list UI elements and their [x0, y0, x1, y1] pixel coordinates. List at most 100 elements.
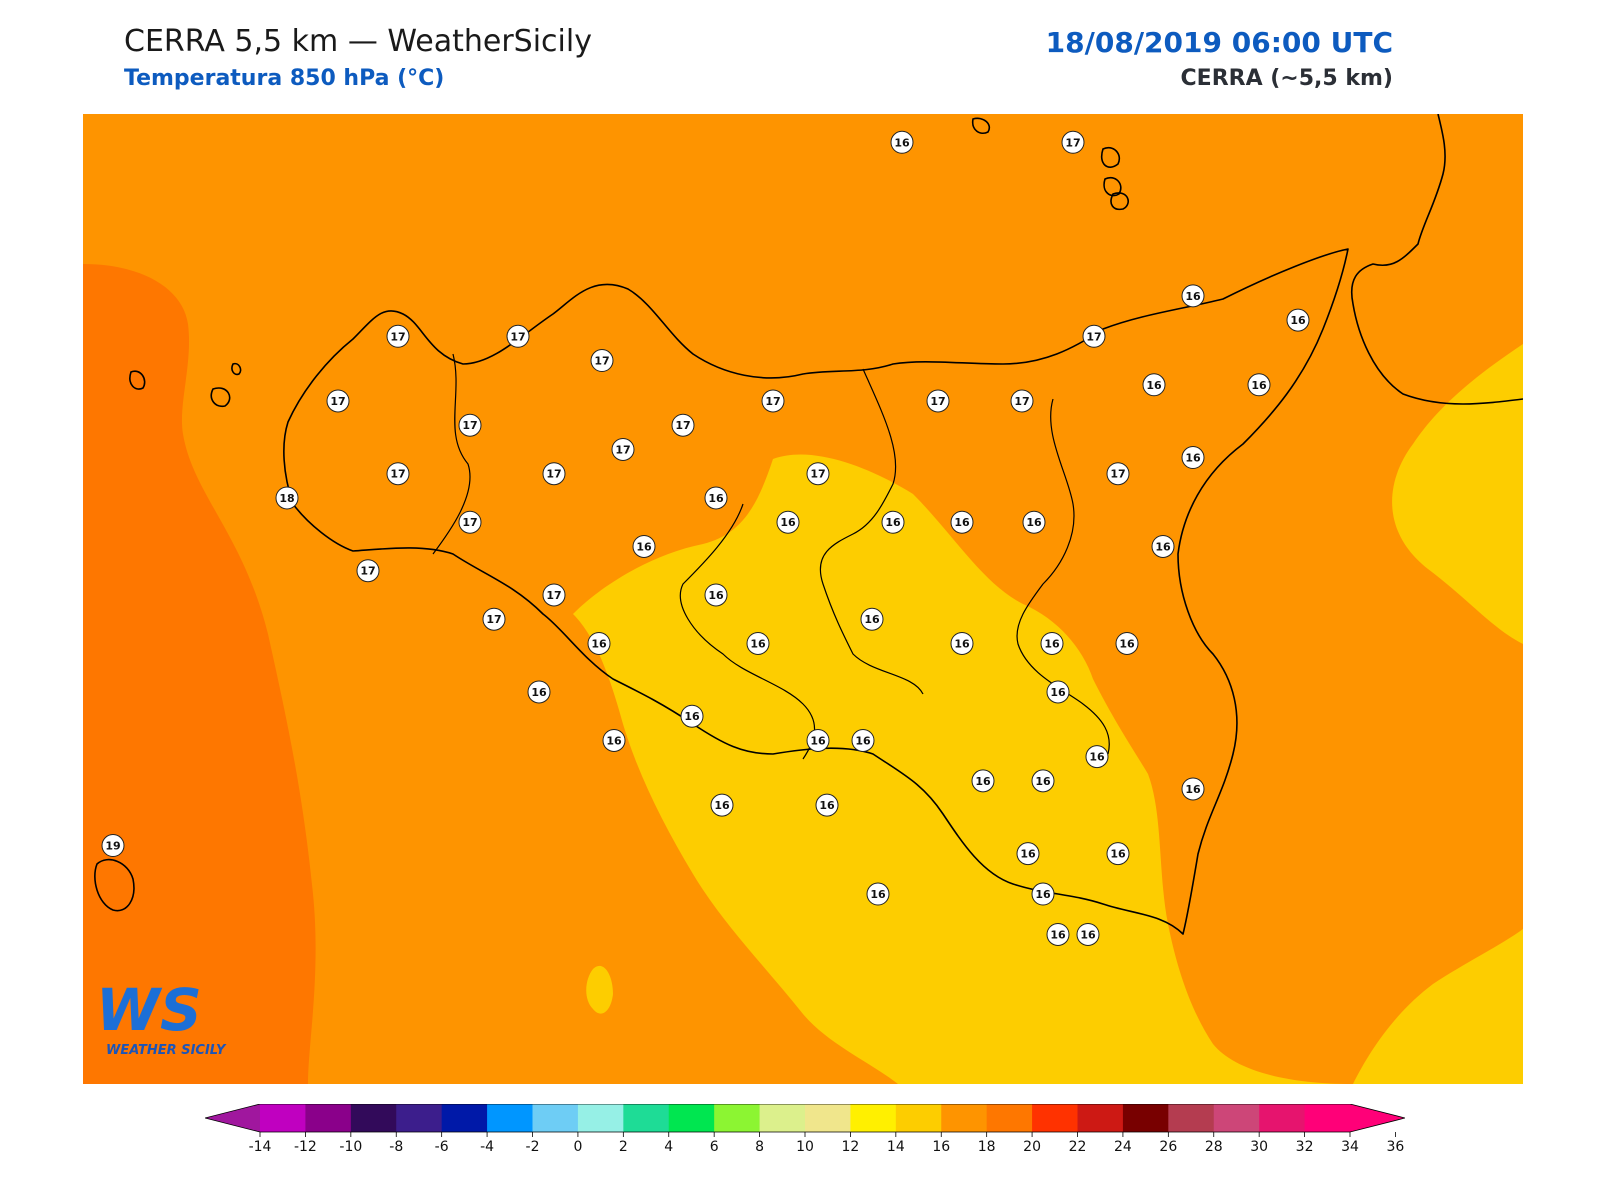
- station-marker: 16: [881, 510, 905, 534]
- station-circle: [275, 486, 299, 510]
- station-marker: 16: [680, 704, 704, 728]
- station-circle: [1010, 389, 1034, 413]
- station-value: 16: [1146, 379, 1162, 392]
- station-marker: 16: [1151, 534, 1175, 558]
- colorbar-swatch: [986, 1104, 1033, 1132]
- station-circle: [806, 462, 830, 486]
- station-value: 17: [1014, 395, 1029, 408]
- station-value: 17: [615, 443, 630, 456]
- station-marker: 17: [458, 510, 482, 534]
- station-circle: [680, 704, 704, 728]
- station-circle: [356, 559, 380, 583]
- station-circle: [971, 769, 995, 793]
- colorbar-swatch: [941, 1104, 988, 1132]
- station-value: 16: [591, 637, 607, 650]
- logo-mark: WS: [96, 980, 202, 1044]
- colorbar-swatch: [1259, 1104, 1306, 1132]
- station-marker: 17: [611, 437, 635, 461]
- colorbar-swatch: [1032, 1104, 1078, 1132]
- station-value: 16: [870, 888, 886, 901]
- colorbar-label: -12: [294, 1139, 317, 1155]
- station-circle: [1046, 922, 1070, 946]
- station-marker: 16: [704, 583, 728, 607]
- station-circle: [1181, 284, 1205, 308]
- station-marker: 17: [458, 413, 482, 437]
- colorbar-swatch: [487, 1104, 533, 1132]
- station-marker: 17: [542, 462, 566, 486]
- station-marker: 17: [1082, 324, 1106, 348]
- colorbar-label: 16: [932, 1139, 950, 1155]
- station-marker: 17: [806, 462, 830, 486]
- station-circle: [587, 631, 611, 655]
- station-circle: [1286, 308, 1310, 332]
- station-circle: [881, 510, 905, 534]
- colorbar-swatch: [350, 1104, 397, 1132]
- station-value: 16: [1185, 783, 1201, 796]
- station-value: 16: [750, 637, 766, 650]
- pantelleria-island: [94, 858, 135, 912]
- station-value: 17: [486, 613, 501, 626]
- colorbar-swatch: [714, 1104, 761, 1132]
- station-value: 16: [1290, 314, 1306, 327]
- colorbar-label: 30: [1250, 1139, 1268, 1155]
- colorbar-label: 24: [1114, 1139, 1132, 1155]
- station-value: 16: [1110, 848, 1126, 861]
- station-circle: [1040, 631, 1064, 655]
- station-value: 17: [390, 330, 405, 343]
- station-value: 16: [819, 799, 835, 812]
- colorbar-low-extend: [205, 1104, 260, 1132]
- station-marker: 17: [542, 583, 566, 607]
- colorbar-label: -10: [339, 1139, 362, 1155]
- colorbar-label: -4: [480, 1139, 494, 1155]
- colorbar-swatch: [1168, 1104, 1215, 1132]
- colorbar-label: 6: [710, 1139, 719, 1155]
- station-circle: [950, 510, 974, 534]
- station-marker: 16: [1016, 842, 1040, 866]
- map-datetime: 18/08/2019 06:00 UTC: [1045, 26, 1393, 59]
- station-marker: 16: [1142, 373, 1166, 397]
- aeolian-islands: [971, 117, 1129, 211]
- station-circle: [458, 413, 482, 437]
- station-circle: [1061, 130, 1085, 154]
- colorbar-swatch: [396, 1104, 443, 1132]
- station-marker: 16: [866, 882, 890, 906]
- station-value: 16: [1026, 516, 1042, 529]
- station-circle: [926, 389, 950, 413]
- station-value: 16: [954, 516, 970, 529]
- station-circle: [1085, 745, 1109, 769]
- station-circle: [632, 534, 656, 558]
- colorbar-swatch: [850, 1104, 897, 1132]
- station-value: 17: [1110, 468, 1125, 481]
- station-marker: 16: [602, 728, 626, 752]
- station-marker: 17: [326, 389, 350, 413]
- station-marker: 16: [950, 510, 974, 534]
- station-marker: 17: [761, 389, 785, 413]
- colorbar-label: 36: [1387, 1139, 1405, 1155]
- station-value: 17: [462, 419, 477, 432]
- station-value: 16: [1044, 637, 1060, 650]
- station-circle: [602, 728, 626, 752]
- station-value: 17: [930, 395, 945, 408]
- map-title: CERRA 5,5 km — WeatherSicily: [124, 24, 592, 59]
- station-marker: 16: [704, 486, 728, 510]
- station-marker: 16: [1076, 922, 1100, 946]
- colorbar-label: -14: [249, 1139, 272, 1155]
- station-circle: [1076, 922, 1100, 946]
- station-circle: [1016, 842, 1040, 866]
- station-circle: [1022, 510, 1046, 534]
- station-circle: [458, 510, 482, 534]
- station-marker: 16: [815, 793, 839, 817]
- colorbar-label: 20: [1023, 1139, 1041, 1155]
- station-value: 16: [1035, 775, 1051, 788]
- station-circle: [482, 607, 506, 631]
- station-value: 16: [1020, 848, 1036, 861]
- station-value: 16: [1119, 637, 1135, 650]
- station-value: 16: [780, 516, 796, 529]
- station-circle: [542, 583, 566, 607]
- station-circle: [386, 462, 410, 486]
- colorbar-swatch: [668, 1104, 715, 1132]
- station-value: 16: [1050, 928, 1066, 941]
- calabria-coastline: [1351, 114, 1523, 405]
- station-marker: 16: [1286, 308, 1310, 332]
- colorbar-label: 4: [664, 1139, 673, 1155]
